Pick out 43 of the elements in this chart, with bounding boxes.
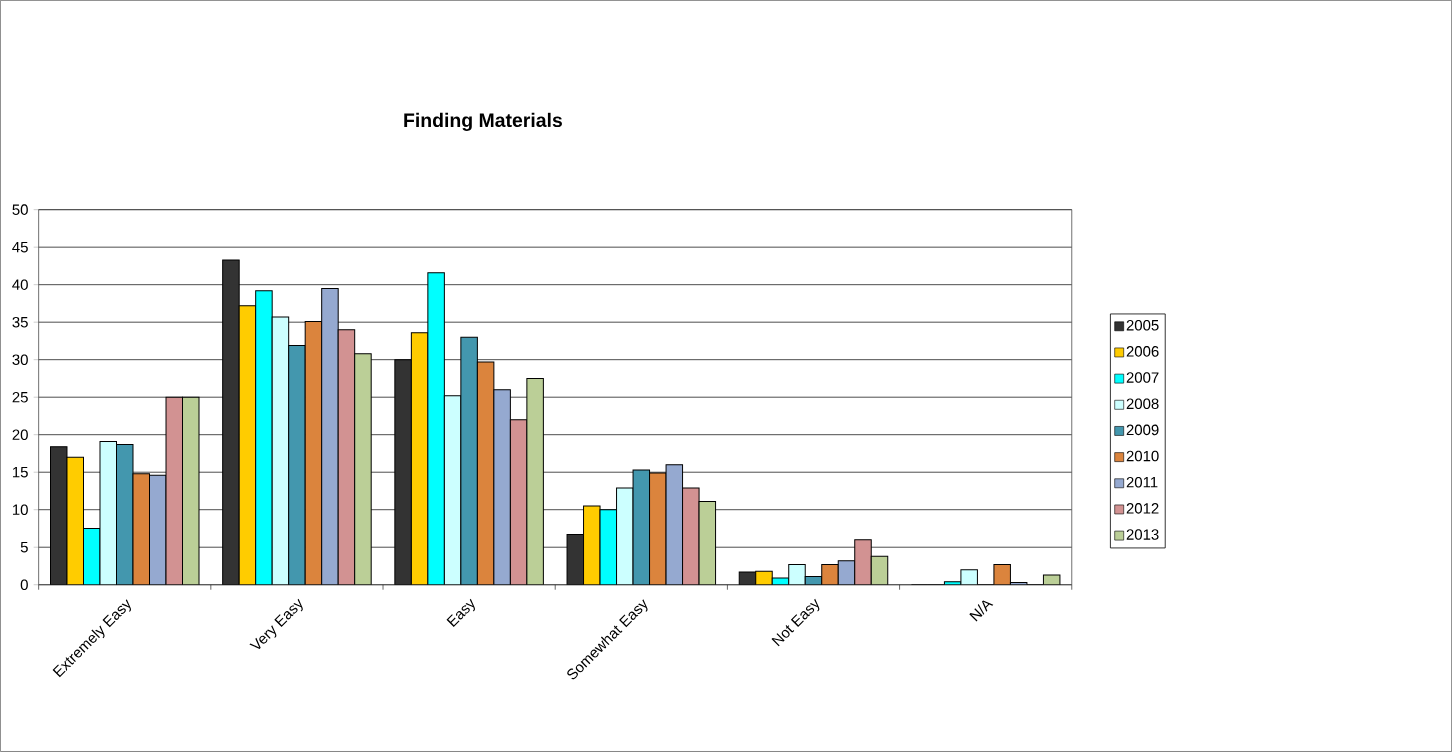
legend-label: 2008: [1126, 398, 1159, 410]
y-tick-label: 35: [12, 316, 28, 328]
bar: [666, 464, 683, 585]
bar: [116, 444, 133, 585]
y-tick-label: 0: [20, 579, 28, 591]
y-tick-label: 40: [12, 279, 28, 291]
bar: [321, 288, 339, 585]
legend-label: 2007: [1126, 372, 1159, 383]
chart-title: Finding Materials: [404, 112, 562, 132]
y-tick-label: 15: [12, 467, 28, 478]
bar: [477, 361, 494, 585]
y-tick-label: 45: [12, 242, 28, 253]
y-tick-label: 50: [12, 204, 28, 215]
y-tick-label: 5: [20, 542, 28, 553]
legend-label: 2009: [1126, 424, 1159, 436]
bar: [133, 473, 150, 585]
legend-label: 2006: [1126, 346, 1159, 357]
legend-label: 2005: [1126, 319, 1159, 331]
bar: [699, 501, 716, 585]
bar: [182, 397, 200, 585]
legend-label: 2013: [1126, 529, 1159, 540]
legend-label: 2011: [1126, 476, 1158, 488]
bar: [288, 345, 306, 585]
bar: [354, 353, 372, 585]
y-tick-label: 30: [12, 354, 28, 366]
y-tick-label: 25: [12, 391, 28, 403]
legend-label: 2010: [1126, 450, 1159, 462]
bar: [427, 272, 445, 585]
legend-label: 2012: [1126, 503, 1159, 514]
bar: [526, 378, 544, 585]
x-tick-label: N/A: [969, 600, 994, 622]
bar: [493, 389, 511, 585]
bar: [255, 290, 273, 585]
bar: [821, 564, 839, 585]
bar: [394, 359, 412, 585]
y-tick-label: 20: [12, 429, 28, 441]
bar: [460, 337, 478, 585]
bar: [600, 509, 617, 585]
bar: [50, 446, 67, 585]
y-tick-label: 10: [12, 504, 28, 516]
bar: [222, 259, 240, 585]
bar: [305, 321, 322, 585]
bar: [149, 475, 166, 585]
